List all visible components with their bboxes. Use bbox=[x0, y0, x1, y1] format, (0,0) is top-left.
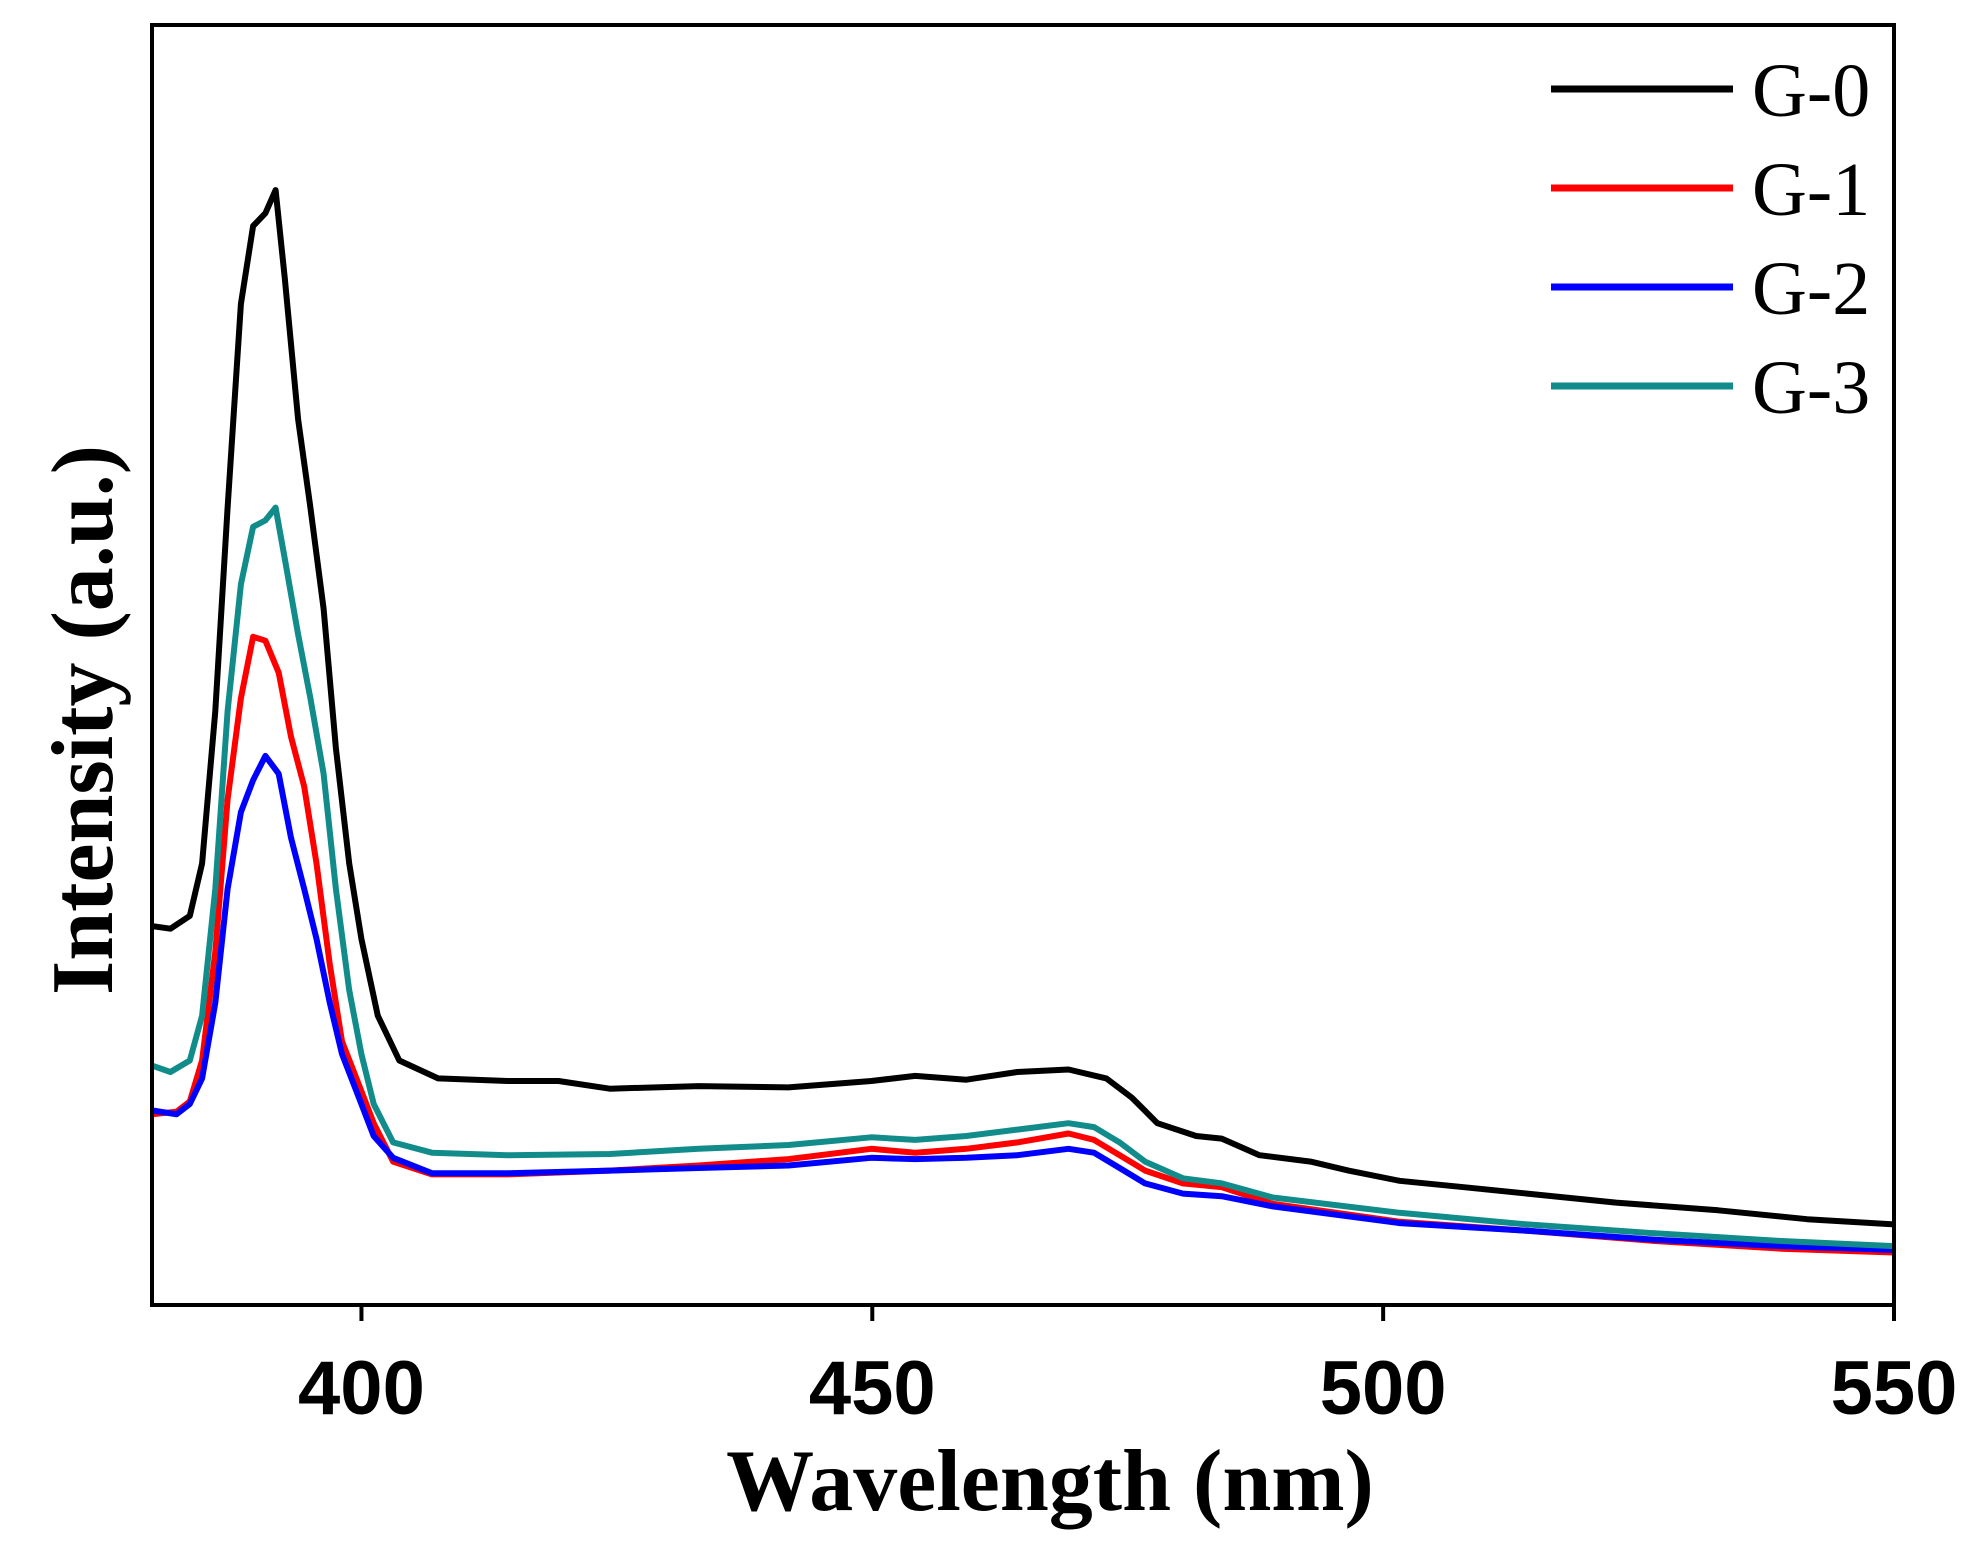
legend-label-g-3: G-3 bbox=[1752, 346, 1870, 430]
y-axis-label: Intensity (a.u.) bbox=[35, 445, 132, 995]
x-tick-label-500: 500 bbox=[1320, 1346, 1447, 1431]
series-line-g-1 bbox=[152, 633, 1894, 1256]
legend-item-g-1: G-1 bbox=[1551, 148, 1870, 232]
series-layer bbox=[152, 187, 1894, 1256]
legend-item-g-3: G-3 bbox=[1551, 346, 1870, 430]
x-axis-ticks: 400 450 500 550 bbox=[298, 1305, 1957, 1431]
legend-item-g-2: G-2 bbox=[1551, 247, 1870, 331]
series-line-g-3 bbox=[152, 504, 1894, 1250]
x-axis-label: Wavelength (nm) bbox=[726, 1433, 1374, 1530]
x-tick-label-450: 450 bbox=[809, 1346, 936, 1431]
x-tick-label-550: 550 bbox=[1831, 1346, 1958, 1431]
legend-label-g-1: G-1 bbox=[1752, 148, 1870, 232]
plot-frame bbox=[150, 23, 1896, 1307]
series-line-g-2 bbox=[152, 752, 1894, 1253]
series-line-g-0 bbox=[152, 187, 1894, 1228]
legend-item-g-0: G-0 bbox=[1551, 49, 1870, 133]
x-tick-label-400: 400 bbox=[298, 1346, 425, 1431]
legend-label-g-0: G-0 bbox=[1752, 49, 1870, 133]
legend-label-g-2: G-2 bbox=[1752, 247, 1870, 331]
legend: G-0 G-1 G-2 G-3 bbox=[1551, 49, 1870, 430]
